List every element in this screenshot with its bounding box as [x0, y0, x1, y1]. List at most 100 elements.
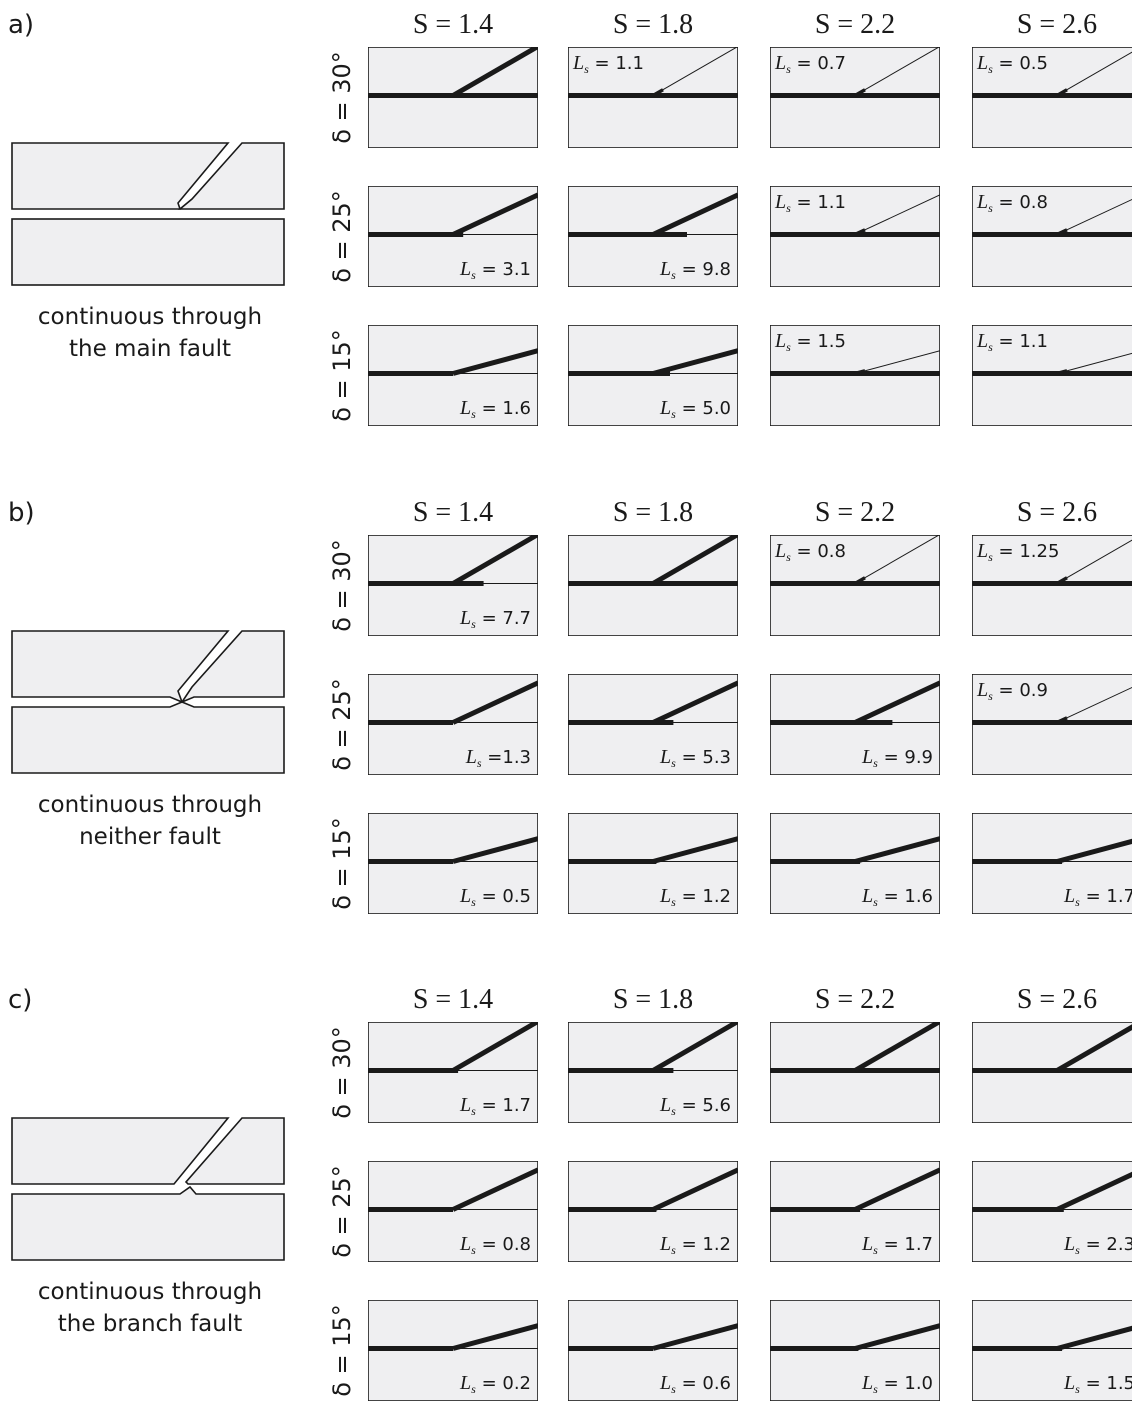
row-label-delta: δ = 15°: [328, 817, 356, 910]
ls-label: Ls = 1.0: [861, 1372, 933, 1396]
branch-fault-line: [1056, 539, 1132, 584]
ls-subscript: s: [786, 340, 791, 354]
rupture-branch-fault: [651, 1022, 738, 1073]
ls-value: =1.3: [482, 747, 531, 768]
rupture-branch-fault: [652, 1323, 738, 1351]
branch-fault-line: [1056, 352, 1132, 374]
ls-symbol: L: [459, 1233, 471, 1255]
ls-symbol: L: [774, 540, 786, 562]
ls-symbol: L: [861, 885, 873, 907]
section-label: c): [8, 985, 32, 1015]
ls-symbol: L: [976, 679, 988, 701]
ls-subscript: s: [671, 1104, 676, 1118]
branch-arrest-segment: [1056, 88, 1068, 97]
ls-symbol: L: [861, 1372, 873, 1394]
ls-value: = 5.3: [676, 747, 731, 768]
ls-subscript: s: [671, 1382, 676, 1396]
row-label-delta: δ = 25°: [328, 1165, 356, 1258]
simulation-panel: Ls = 1.1: [568, 47, 738, 148]
column-header-s: S = 1.4: [413, 9, 493, 40]
rupture-branch-fault: [451, 1167, 538, 1212]
column-header-s: S = 1.8: [613, 9, 693, 40]
ls-symbol: L: [774, 191, 786, 213]
column-header-s: S = 2.2: [815, 497, 895, 528]
rupture-branch-fault: [652, 348, 738, 376]
simulation-panel: Ls = 1.0: [770, 1300, 940, 1401]
simulation-panel: Ls = 1.5: [972, 1300, 1132, 1401]
simulation-panel: Ls = 0.8: [770, 535, 940, 636]
rupture-branch-fault: [451, 47, 538, 98]
rupture-branch-fault: [451, 680, 538, 725]
ls-value: = 0.8: [791, 541, 846, 562]
row-label-delta: δ = 30°: [328, 1026, 356, 1119]
row-label-delta: δ = 15°: [328, 1304, 356, 1397]
column-header-s: S = 1.8: [613, 497, 693, 528]
row-label-delta: δ = 25°: [328, 190, 356, 283]
ls-subscript: s: [671, 268, 676, 282]
ls-label: Ls = 1.2: [659, 1233, 731, 1257]
simulation-panel: Ls = 0.9: [972, 674, 1132, 775]
row-label-delta: δ = 30°: [328, 51, 356, 144]
ls-label: Ls = 1.25: [976, 540, 1059, 564]
ls-subscript: s: [1075, 1243, 1080, 1257]
ls-value: = 1.6: [878, 886, 933, 907]
rupture-branch-fault: [1056, 1325, 1132, 1351]
ls-symbol: L: [459, 397, 471, 419]
simulation-panel: Ls = 5.6: [568, 1022, 738, 1123]
ls-symbol: L: [976, 52, 988, 74]
ls-value: = 1.6: [476, 398, 531, 419]
ls-value: = 0.8: [993, 192, 1048, 213]
ls-symbol: L: [659, 1233, 671, 1255]
branch-fault-line: [1056, 51, 1132, 96]
column-header-s: S = 2.2: [815, 9, 895, 40]
ls-value: = 0.2: [476, 1373, 531, 1394]
branch-fault-line: [652, 47, 738, 96]
ls-value: = 0.5: [993, 53, 1048, 74]
column-header-s: S = 1.8: [613, 984, 693, 1015]
ls-label: Ls = 1.6: [861, 885, 933, 909]
branch-arrest-segment: [1056, 576, 1068, 585]
rupture-branch-fault: [651, 1167, 738, 1212]
ls-subscript: s: [471, 617, 476, 631]
ls-label: Ls = 1.1: [976, 330, 1048, 354]
fault-schematic-branch: [11, 1117, 285, 1261]
rupture-branch-fault: [853, 1167, 940, 1212]
simulation-panel: [568, 535, 738, 636]
ls-symbol: L: [1063, 1372, 1075, 1394]
simulation-panel: [368, 47, 538, 148]
ls-symbol: L: [465, 746, 477, 768]
row-label-delta: δ = 25°: [328, 678, 356, 771]
ls-symbol: L: [659, 885, 671, 907]
rupture-branch-fault: [652, 836, 738, 864]
ls-subscript: s: [873, 895, 878, 909]
simulation-panel: Ls = 5.0: [568, 325, 738, 426]
ls-subscript: s: [873, 1243, 878, 1257]
ls-label: Ls = 1.7: [1063, 885, 1132, 909]
row-label-delta: δ = 30°: [328, 539, 356, 632]
simulation-panel: Ls = 0.5: [972, 47, 1132, 148]
ls-label: Ls = 7.7: [459, 607, 531, 631]
ls-subscript: s: [471, 1104, 476, 1118]
rupture-branch-fault: [651, 535, 738, 586]
ls-value: = 5.0: [676, 398, 731, 419]
branch-fault-line: [854, 535, 940, 584]
ls-subscript: s: [471, 895, 476, 909]
ls-value: = 1.7: [476, 1095, 531, 1116]
rupture-branch-fault: [452, 836, 538, 864]
simulation-panel: [972, 1022, 1132, 1123]
ls-value: = 7.7: [476, 608, 531, 629]
ls-value: = 0.9: [993, 680, 1048, 701]
section-c: c) continuous through the branch fault S = …: [8, 984, 1132, 1401]
ls-label: Ls = 1.1: [572, 52, 644, 76]
ls-subscript: s: [471, 1243, 476, 1257]
ls-subscript: s: [471, 407, 476, 421]
rupture-branch-fault: [853, 680, 940, 725]
rupture-branch-fault: [452, 348, 538, 376]
ls-symbol: L: [861, 1233, 873, 1255]
ls-subscript: s: [671, 407, 676, 421]
ls-value: = 1.2: [676, 886, 731, 907]
ls-subscript: s: [671, 895, 676, 909]
ls-symbol: L: [1063, 1233, 1075, 1255]
ls-symbol: L: [659, 258, 671, 280]
